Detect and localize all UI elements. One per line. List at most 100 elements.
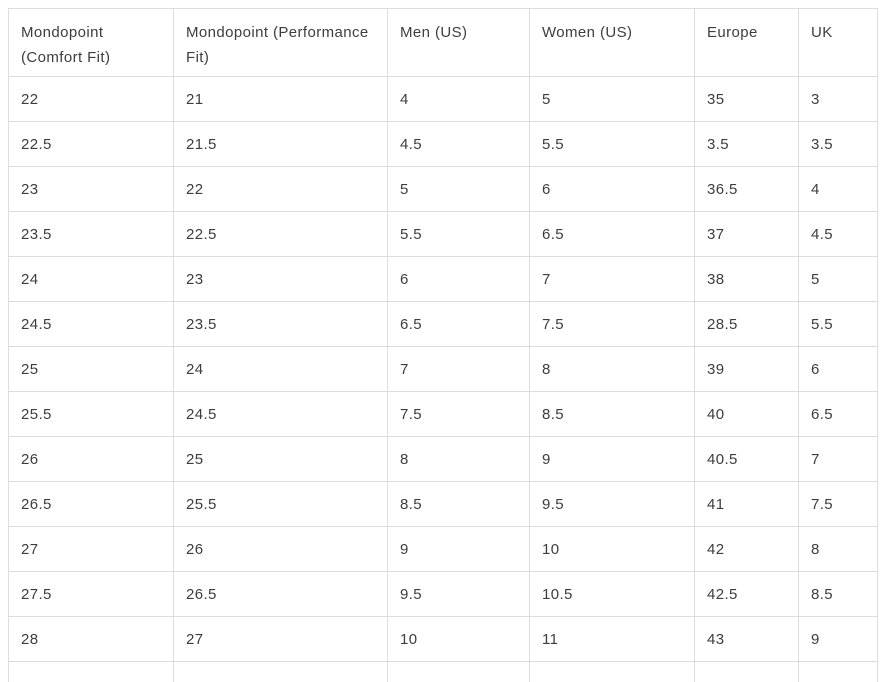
cell-men-us: 4 bbox=[387, 76, 530, 122]
cell-men-us: 6.5 bbox=[387, 301, 530, 347]
cell-mondopoint-comfort-fit: 25 bbox=[8, 346, 174, 392]
cell-women-us: 9.5 bbox=[529, 481, 695, 527]
cell-men-us: 7.5 bbox=[387, 391, 530, 437]
cell-europe: 40 bbox=[694, 391, 799, 437]
cell-mondopoint-comfort-fit: 24.5 bbox=[8, 301, 174, 347]
cell-women-us: 5.5 bbox=[529, 121, 695, 167]
table-row: 25 24 7 8 39 6 bbox=[8, 346, 878, 392]
cell-empty-mondopoint-comfort-fit bbox=[8, 661, 174, 682]
cell-uk: 7 bbox=[798, 436, 878, 482]
cell-mondopoint-performance-fit: 25.5 bbox=[173, 481, 388, 527]
table-row: 26 25 8 9 40.5 7 bbox=[8, 436, 878, 482]
cell-women-us: 7 bbox=[529, 256, 695, 302]
column-header-women-us: Women (US) bbox=[529, 8, 695, 77]
cell-mondopoint-performance-fit: 26 bbox=[173, 526, 388, 572]
cell-men-us: 8.5 bbox=[387, 481, 530, 527]
cell-europe: 3.5 bbox=[694, 121, 799, 167]
column-header-europe: Europe bbox=[694, 8, 799, 77]
cell-uk: 8.5 bbox=[798, 571, 878, 617]
cell-empty-men-us bbox=[387, 661, 530, 682]
table-row: 22.5 21.5 4.5 5.5 3.5 3.5 bbox=[8, 121, 878, 167]
cell-mondopoint-performance-fit: 23.5 bbox=[173, 301, 388, 347]
cell-europe: 28.5 bbox=[694, 301, 799, 347]
column-header-mondopoint-performance-fit: Mondopoint (Performance Fit) bbox=[173, 8, 388, 77]
cell-empty-mondopoint-performance-fit bbox=[173, 661, 388, 682]
cell-europe: 42.5 bbox=[694, 571, 799, 617]
cell-uk: 3.5 bbox=[798, 121, 878, 167]
cell-mondopoint-comfort-fit: 22 bbox=[8, 76, 174, 122]
cell-men-us: 6 bbox=[387, 256, 530, 302]
table-header: Mondopoint (Comfort Fit) Mondopoint (Perf… bbox=[8, 8, 878, 77]
cell-mondopoint-comfort-fit: 23.5 bbox=[8, 211, 174, 257]
cell-empty-women-us bbox=[529, 661, 695, 682]
cell-uk: 6 bbox=[798, 346, 878, 392]
cell-mondopoint-comfort-fit: 24 bbox=[8, 256, 174, 302]
cell-mondopoint-comfort-fit: 22.5 bbox=[8, 121, 174, 167]
cell-men-us: 5.5 bbox=[387, 211, 530, 257]
table-row: 27.5 26.5 9.5 10.5 42.5 8.5 bbox=[8, 571, 878, 617]
cell-mondopoint-performance-fit: 24.5 bbox=[173, 391, 388, 437]
table-row: 28 27 10 11 43 9 bbox=[8, 616, 878, 662]
cell-mondopoint-performance-fit: 22.5 bbox=[173, 211, 388, 257]
cell-europe: 41 bbox=[694, 481, 799, 527]
cell-mondopoint-performance-fit: 23 bbox=[173, 256, 388, 302]
table-row: 23 22 5 6 36.5 4 bbox=[8, 166, 878, 212]
cell-women-us: 11 bbox=[529, 616, 695, 662]
cell-women-us: 10 bbox=[529, 526, 695, 572]
cell-mondopoint-performance-fit: 25 bbox=[173, 436, 388, 482]
cell-uk: 8 bbox=[798, 526, 878, 572]
cell-europe: 35 bbox=[694, 76, 799, 122]
cell-men-us: 7 bbox=[387, 346, 530, 392]
cell-men-us: 10 bbox=[387, 616, 530, 662]
cell-europe: 40.5 bbox=[694, 436, 799, 482]
cell-men-us: 9 bbox=[387, 526, 530, 572]
table-row: 23.5 22.5 5.5 6.5 37 4.5 bbox=[8, 211, 878, 257]
table-row: 26.5 25.5 8.5 9.5 41 7.5 bbox=[8, 481, 878, 527]
cell-women-us: 9 bbox=[529, 436, 695, 482]
cell-europe: 42 bbox=[694, 526, 799, 572]
cell-uk: 7.5 bbox=[798, 481, 878, 527]
cell-men-us: 8 bbox=[387, 436, 530, 482]
table-row: 27 26 9 10 42 8 bbox=[8, 526, 878, 572]
cell-mondopoint-comfort-fit: 26.5 bbox=[8, 481, 174, 527]
cell-mondopoint-performance-fit: 27 bbox=[173, 616, 388, 662]
cell-men-us: 5 bbox=[387, 166, 530, 212]
cell-europe: 36.5 bbox=[694, 166, 799, 212]
cell-mondopoint-performance-fit: 21.5 bbox=[173, 121, 388, 167]
cell-uk: 5.5 bbox=[798, 301, 878, 347]
cell-europe: 38 bbox=[694, 256, 799, 302]
cell-mondopoint-performance-fit: 24 bbox=[173, 346, 388, 392]
cell-uk: 4 bbox=[798, 166, 878, 212]
table-row: 24 23 6 7 38 5 bbox=[8, 256, 878, 302]
cell-uk: 5 bbox=[798, 256, 878, 302]
cell-europe: 39 bbox=[694, 346, 799, 392]
table-row: 22 21 4 5 35 3 bbox=[8, 76, 878, 122]
cell-women-us: 8 bbox=[529, 346, 695, 392]
column-header-uk: UK bbox=[798, 8, 878, 77]
table-body: 22 21 4 5 35 3 22.5 21.5 4.5 5.5 3.5 3.5 23 22 5 6 36.5 4… bbox=[8, 76, 878, 682]
cell-mondopoint-performance-fit: 22 bbox=[173, 166, 388, 212]
column-header-mondopoint-comfort-fit: Mondopoint (Comfort Fit) bbox=[8, 8, 174, 77]
cell-mondopoint-performance-fit: 26.5 bbox=[173, 571, 388, 617]
cell-uk: 6.5 bbox=[798, 391, 878, 437]
table-row-partial bbox=[8, 661, 878, 682]
cell-women-us: 7.5 bbox=[529, 301, 695, 347]
cell-mondopoint-comfort-fit: 26 bbox=[8, 436, 174, 482]
header-row: Mondopoint (Comfort Fit) Mondopoint (Perf… bbox=[8, 8, 878, 77]
cell-men-us: 4.5 bbox=[387, 121, 530, 167]
cell-women-us: 5 bbox=[529, 76, 695, 122]
cell-uk: 3 bbox=[798, 76, 878, 122]
cell-mondopoint-comfort-fit: 25.5 bbox=[8, 391, 174, 437]
cell-men-us: 9.5 bbox=[387, 571, 530, 617]
cell-women-us: 8.5 bbox=[529, 391, 695, 437]
table-row: 25.5 24.5 7.5 8.5 40 6.5 bbox=[8, 391, 878, 437]
size-conversion-table: Mondopoint (Comfort Fit) Mondopoint (Perf… bbox=[8, 8, 878, 682]
table-row: 24.5 23.5 6.5 7.5 28.5 5.5 bbox=[8, 301, 878, 347]
cell-mondopoint-comfort-fit: 27.5 bbox=[8, 571, 174, 617]
cell-empty-uk bbox=[798, 661, 878, 682]
cell-mondopoint-performance-fit: 21 bbox=[173, 76, 388, 122]
cell-women-us: 6 bbox=[529, 166, 695, 212]
column-header-men-us: Men (US) bbox=[387, 8, 530, 77]
cell-women-us: 10.5 bbox=[529, 571, 695, 617]
